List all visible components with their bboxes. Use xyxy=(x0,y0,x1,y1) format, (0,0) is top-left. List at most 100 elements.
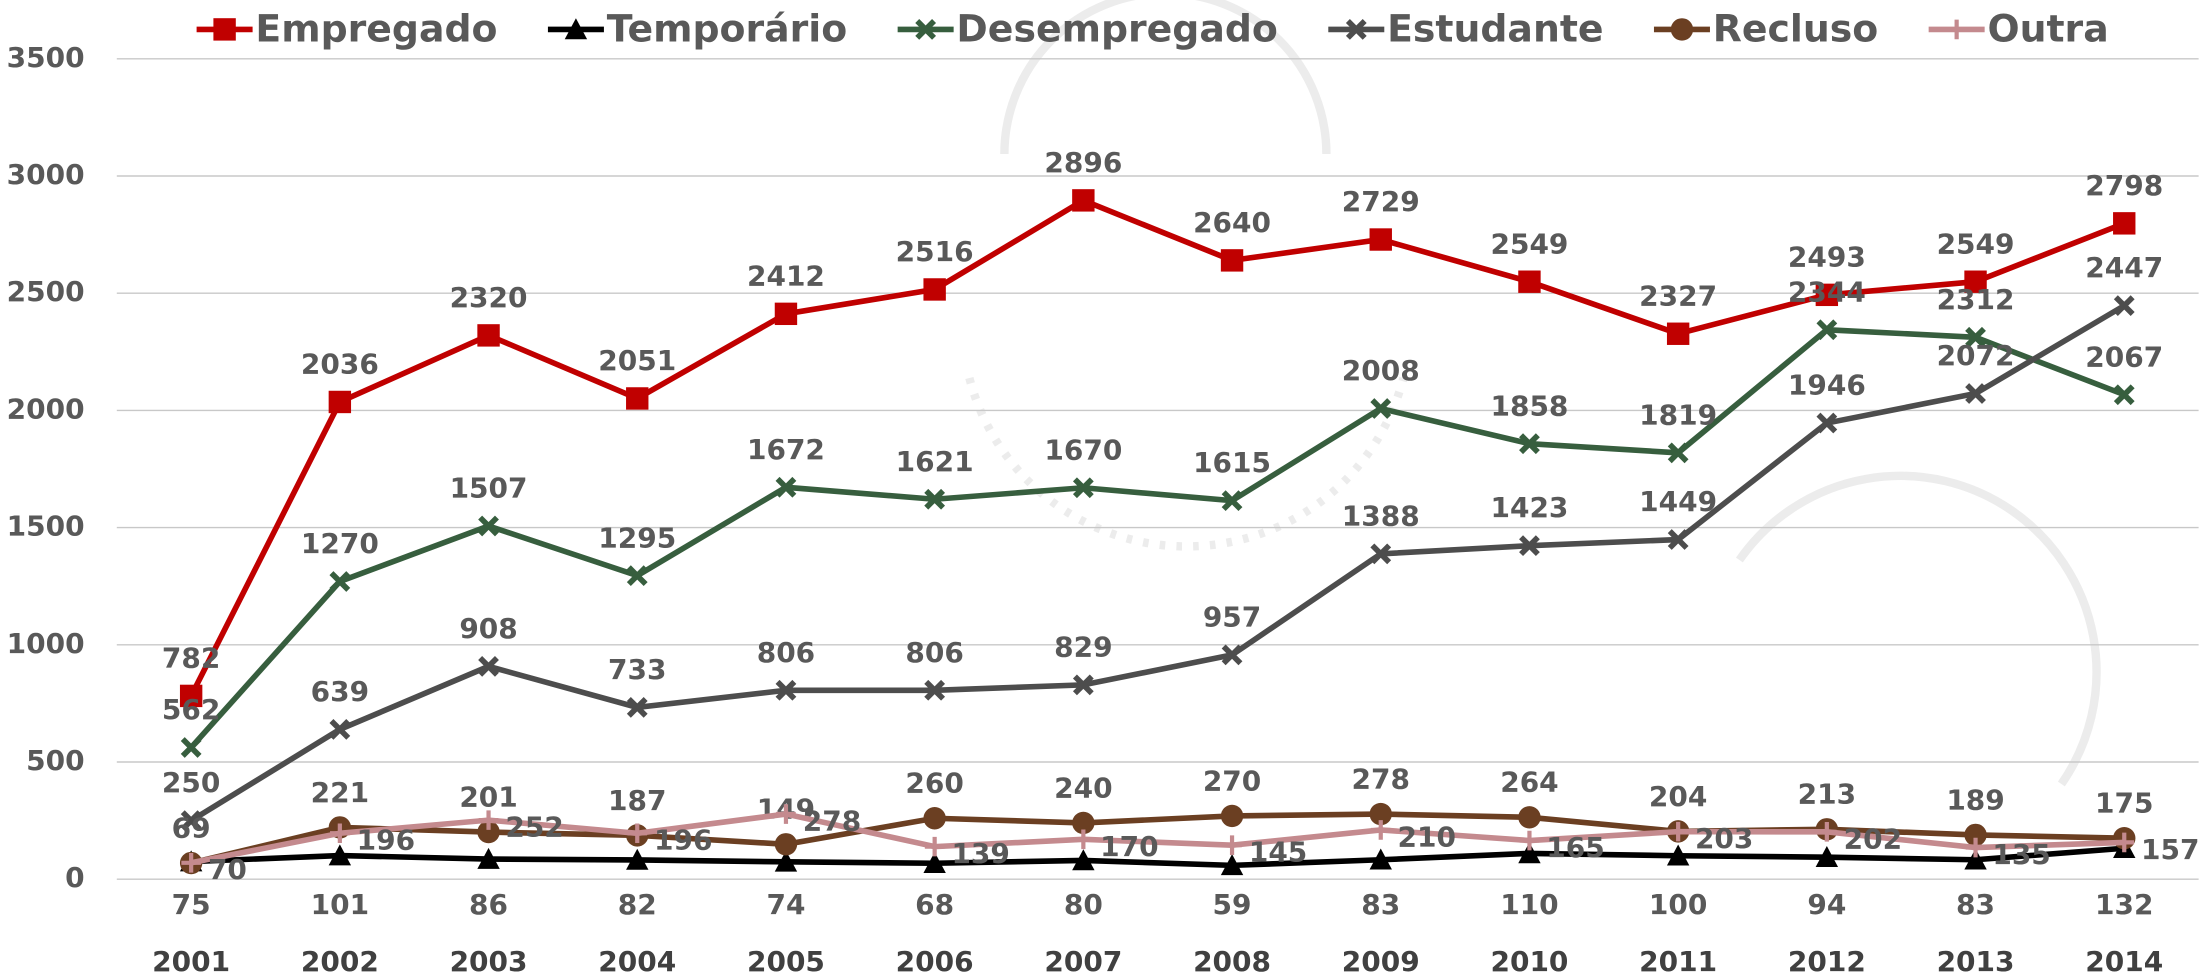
marker xyxy=(923,278,946,301)
marker xyxy=(1668,821,1688,842)
data-label: 210 xyxy=(1398,820,1456,853)
marker xyxy=(1965,326,1986,348)
line xyxy=(188,197,2126,698)
data-label: 213 xyxy=(1798,778,1856,811)
y-tick-label: 500 xyxy=(26,744,84,777)
data-label: 1672 xyxy=(747,433,825,466)
marker xyxy=(1964,848,1987,870)
x-tick-label: 2011 xyxy=(1639,945,1717,978)
marker xyxy=(1667,529,1689,550)
marker xyxy=(1370,820,1391,840)
marker xyxy=(1220,804,1244,828)
data-label: 264 xyxy=(1500,766,1558,799)
line xyxy=(189,303,2126,823)
data-label: 2036 xyxy=(301,348,379,381)
x-tick-label: 2007 xyxy=(1044,945,1122,978)
marker xyxy=(1964,823,1987,847)
y-tick-label: 0 xyxy=(65,861,84,894)
data-label: 189 xyxy=(1946,783,2004,816)
data-label: 75 xyxy=(172,888,211,921)
legend-entry: Estudante xyxy=(1328,6,1604,50)
data-label: 68 xyxy=(915,888,954,921)
data-label: 1270 xyxy=(301,527,379,560)
data-label: 2549 xyxy=(1490,227,1568,260)
data-label: 132 xyxy=(2095,888,2153,921)
marker xyxy=(478,655,499,677)
marker xyxy=(1519,433,1540,455)
marker xyxy=(924,488,946,510)
x-tick-label: 2009 xyxy=(1342,945,1420,978)
x-tick-label: 2001 xyxy=(152,945,230,978)
data-label: 175 xyxy=(2095,787,2153,820)
marker xyxy=(477,324,500,347)
legend-label: Empregado xyxy=(255,6,497,50)
data-label: 806 xyxy=(905,636,963,669)
series: 70 196 252 196 278 139 170 145 210 165 203 202 135 15… xyxy=(181,804,2200,886)
marker xyxy=(626,697,648,718)
legend-entry: Empregado xyxy=(196,6,498,50)
marker xyxy=(1964,270,1987,293)
data-label: 110 xyxy=(1500,888,1558,921)
data-label: 829 xyxy=(1054,630,1112,663)
marker xyxy=(1519,830,1540,851)
marker xyxy=(1816,412,1838,434)
legend-label: Recluso xyxy=(1713,6,1878,50)
data-label: 1615 xyxy=(1193,446,1271,479)
marker xyxy=(1965,837,1986,858)
data-label: 2447 xyxy=(2085,251,2163,284)
data-label: 86 xyxy=(469,888,508,921)
data-label: 145 xyxy=(1249,836,1307,869)
marker xyxy=(626,387,649,410)
data-label: 1670 xyxy=(1044,433,1122,466)
data-label: 240 xyxy=(1054,771,1112,804)
marker xyxy=(1667,442,1689,464)
data-label: 1858 xyxy=(1490,389,1568,422)
marker xyxy=(1345,19,1367,40)
data-label: 278 xyxy=(1352,762,1410,795)
marker xyxy=(923,852,946,874)
data-label: 2067 xyxy=(2085,340,2163,373)
data-label: 74 xyxy=(766,888,805,921)
data-label: 2344 xyxy=(1788,275,1866,308)
marker xyxy=(328,844,352,866)
data-label: 2549 xyxy=(1937,227,2015,260)
data-label: 135 xyxy=(1992,838,2050,871)
marker xyxy=(1670,18,1694,41)
line xyxy=(191,845,2125,869)
data-label: 59 xyxy=(1213,888,1252,921)
marker xyxy=(1369,802,1392,826)
x-tick-label: 2004 xyxy=(598,945,676,978)
data-label: 83 xyxy=(1956,888,1995,921)
marker xyxy=(1815,283,1839,307)
data-label: 1295 xyxy=(598,521,676,554)
marker xyxy=(1817,822,1837,842)
data-label: 2412 xyxy=(747,259,825,292)
data-label: 94 xyxy=(1807,888,1846,921)
marker xyxy=(1666,844,1690,866)
marker xyxy=(1220,854,1244,876)
marker xyxy=(1946,19,1967,40)
marker xyxy=(1072,849,1095,871)
marker xyxy=(1222,835,1242,856)
marker xyxy=(1965,383,1986,404)
data-label: 80 xyxy=(1064,888,1103,921)
x-tick-label: 2005 xyxy=(747,945,825,978)
legend-entry: Desempregado xyxy=(897,6,1278,50)
line xyxy=(190,811,2125,866)
data-label: 1388 xyxy=(1342,499,1420,532)
marker xyxy=(774,850,798,872)
marker xyxy=(1518,270,1541,293)
legend-entry: Temporário xyxy=(547,6,847,50)
marker xyxy=(1221,490,1243,512)
data-label: 101 xyxy=(311,888,369,921)
marker xyxy=(329,571,351,592)
marker xyxy=(478,515,499,537)
line xyxy=(189,326,2126,750)
data-label: 139 xyxy=(951,837,1009,870)
data-label: 2896 xyxy=(1044,146,1122,179)
marker xyxy=(1072,811,1095,835)
marker xyxy=(1072,674,1094,696)
data-label: 196 xyxy=(357,824,415,857)
data-label: 2798 xyxy=(2085,169,2163,202)
